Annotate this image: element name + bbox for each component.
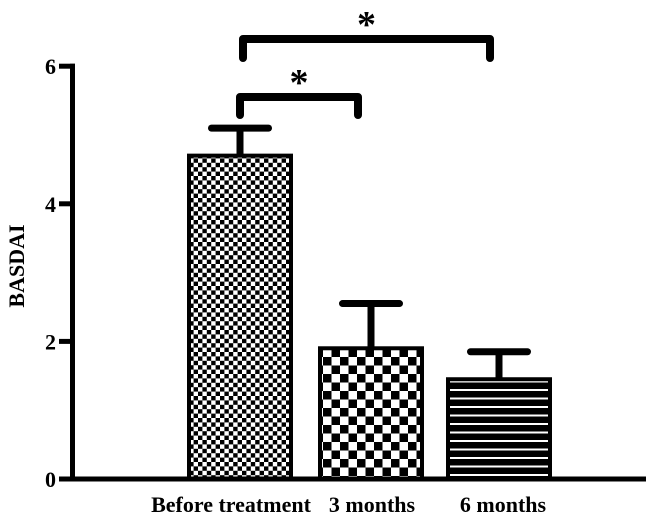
significance-bracket-0-2	[239, 35, 494, 62]
significance-star-0-1: *	[290, 62, 309, 104]
y-axis-title: BASDAI	[4, 224, 29, 307]
bar-6-months	[446, 377, 552, 481]
significance-star-0-2: *	[357, 4, 376, 46]
y-tick-label-2: 2	[45, 329, 56, 354]
bar-before-treatment	[187, 153, 293, 481]
significance-bracket-0-1	[236, 93, 362, 119]
x-category-label-6-months: 6 months	[460, 492, 547, 517]
x-category-label-3-months: 3 months	[329, 492, 416, 517]
y-tick-label-6: 6	[45, 54, 56, 79]
bar-3-months	[318, 346, 424, 481]
y-tick-label-4: 4	[45, 192, 56, 217]
x-category-label-before-treatment: Before treatment	[151, 492, 312, 517]
y-tick-label-0: 0	[45, 467, 56, 492]
